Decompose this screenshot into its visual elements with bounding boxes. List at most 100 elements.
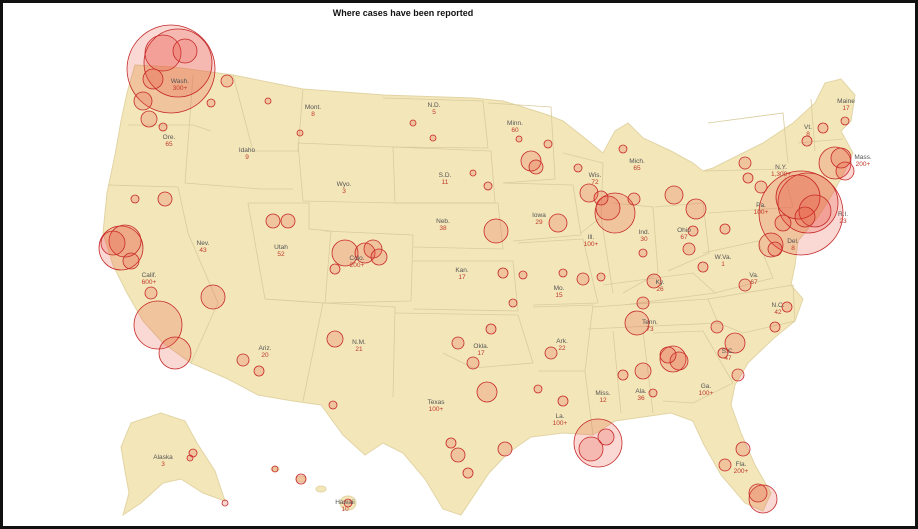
case-bubble: [98, 225, 144, 271]
state-name-label: Nev.: [197, 240, 210, 247]
case-bubble: [158, 122, 168, 132]
case-bubble: [738, 156, 752, 170]
state-name-label: N.M.: [352, 339, 366, 346]
state-case-count: 38: [439, 225, 447, 232]
state-name-label: Maine: [837, 98, 855, 105]
case-bubble: [769, 321, 781, 333]
case-bubble: [483, 218, 509, 244]
state-name-label: Mont.: [305, 104, 321, 111]
state-case-count: 200+: [856, 161, 871, 168]
state-case-count: 8: [806, 131, 810, 138]
case-bubble: [576, 272, 590, 286]
state-case-count: 9: [245, 154, 249, 161]
case-bubble: [271, 465, 279, 473]
case-bubble: [573, 163, 583, 173]
state-name-label: Ind.: [639, 229, 650, 236]
case-bubble: [685, 198, 707, 220]
state-name-label: Ohio: [677, 227, 691, 234]
state-name-label: S.D.: [439, 172, 452, 179]
state-case-count: 1: [721, 261, 725, 268]
state-name-label: Del.: [787, 238, 799, 245]
state-case-count: 15: [555, 292, 563, 299]
state-case-count: 52: [277, 251, 285, 258]
case-bubble: [646, 273, 662, 289]
state-name-label: Alaska: [153, 454, 173, 461]
case-bubble: [158, 336, 192, 370]
case-bubble: [533, 384, 543, 394]
case-bubble: [735, 441, 751, 457]
case-bubble: [508, 298, 518, 308]
state-name-label: Okla.: [473, 343, 488, 350]
case-bubble: [518, 270, 528, 280]
case-bubbles: [98, 24, 855, 514]
state-name-label: Mo.: [554, 285, 565, 292]
state-name-label: Calif.: [142, 272, 157, 279]
case-bubble: [648, 388, 658, 398]
case-bubble: [130, 194, 140, 204]
state-case-count: 67: [680, 234, 688, 241]
case-bubble: [634, 362, 652, 380]
case-bubble: [429, 134, 437, 142]
case-bubble: [636, 296, 650, 310]
case-bubble: [742, 172, 754, 184]
case-bubble: [758, 232, 784, 258]
state-name-label: Ga.: [701, 383, 712, 390]
state-case-count: 47: [724, 355, 732, 362]
case-bubble: [296, 129, 304, 137]
case-bubble: [578, 436, 604, 462]
state-case-count: 200+: [350, 262, 365, 269]
case-bubble: [265, 213, 281, 229]
state-case-count: 17: [477, 350, 485, 357]
case-bubble: [801, 135, 813, 147]
state-borders: [107, 74, 844, 436]
case-bubble: [593, 190, 609, 206]
case-bubble: [543, 139, 553, 149]
case-bubble: [295, 473, 307, 485]
state-name-label: Texas: [428, 399, 446, 406]
case-bubble: [450, 447, 466, 463]
case-bubble: [466, 356, 480, 370]
case-bubble: [144, 286, 158, 300]
state-name-label: Kan.: [455, 267, 469, 274]
case-bubble: [724, 332, 746, 354]
case-bubble: [469, 169, 477, 177]
case-bubble: [363, 239, 383, 259]
case-bubble: [618, 144, 628, 154]
state-name-label: Wyo.: [337, 181, 352, 188]
state-name-label: Vt.: [804, 124, 812, 131]
state-name-label: Va.: [749, 272, 758, 279]
case-bubble: [748, 484, 778, 514]
state-name-label: Ill.: [588, 234, 595, 241]
case-bubble: [817, 122, 829, 134]
case-bubble: [451, 336, 465, 350]
state-case-count: 17: [458, 274, 466, 281]
case-bubble: [186, 454, 194, 462]
case-bubble: [122, 252, 140, 270]
state-case-count: 72: [591, 179, 599, 186]
state-case-count: 600+: [142, 279, 157, 286]
state-name-label: Iowa: [532, 212, 546, 219]
state-name-label: Mich.: [629, 158, 645, 165]
case-bubble: [659, 345, 687, 373]
case-bubble: [697, 261, 709, 273]
state-name-label: Wash.: [171, 78, 189, 85]
state-name-label: Ala.: [635, 388, 646, 395]
case-bubble: [624, 310, 650, 336]
state-case-count: 30: [640, 236, 648, 243]
state-case-count: 10: [341, 506, 349, 513]
state-name-label: Miss.: [595, 390, 610, 397]
case-bubble: [748, 483, 768, 503]
case-bubble: [100, 230, 126, 256]
case-bubble: [142, 68, 164, 90]
state-case-count: 43: [199, 247, 207, 254]
state-case-count: 17: [842, 105, 850, 112]
case-bubble: [682, 242, 696, 256]
state-case-count: 36: [637, 395, 645, 402]
case-bubble: [718, 458, 732, 472]
case-bubble: [331, 239, 359, 267]
case-bubble: [280, 213, 296, 229]
case-bubble: [326, 330, 344, 348]
state-name-label: N.D.: [428, 102, 441, 109]
case-bubble: [818, 146, 852, 180]
hawaii-islands: [270, 466, 357, 511]
